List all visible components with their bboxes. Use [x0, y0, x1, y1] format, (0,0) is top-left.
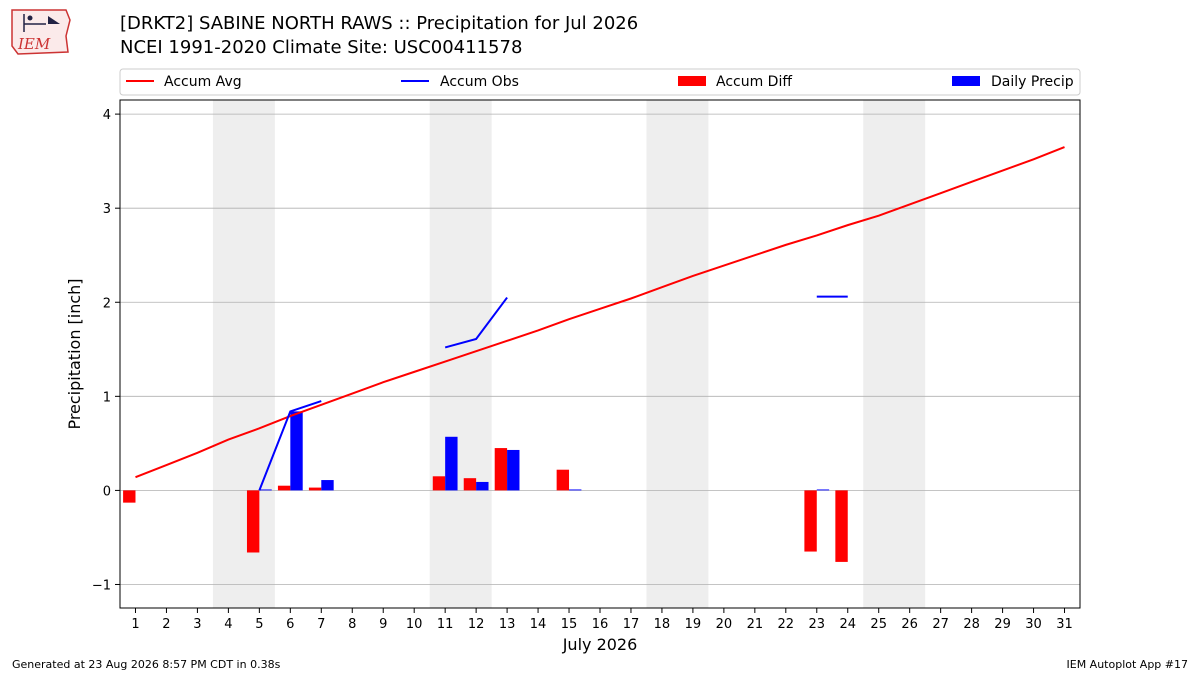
accum-avg-line: [135, 146, 1065, 479]
accum-obs-line: [258, 400, 322, 491]
x-tick-label: 21: [747, 617, 764, 632]
chart-title: [DRKT2] SABINE NORTH RAWS :: Precipitati…: [120, 13, 639, 34]
legend-swatch: [678, 76, 706, 86]
x-tick-label: 14: [530, 617, 547, 632]
app-note: IEM Autoplot App #17: [1066, 658, 1189, 671]
accum-obs-line: [444, 296, 508, 349]
y-tick-label: 1: [103, 390, 111, 405]
legend-label: Accum Avg: [164, 74, 242, 90]
x-tick-label: 9: [379, 617, 387, 632]
y-tick-label: 2: [103, 296, 111, 311]
x-tick-label: 18: [654, 617, 671, 632]
x-tick-label: 30: [1025, 617, 1042, 632]
accum-diff-bar: [835, 490, 848, 562]
x-tick-label: 8: [348, 617, 356, 632]
weekend-band: [646, 100, 709, 608]
y-tick-label: −1: [92, 578, 111, 593]
x-tick-label: 12: [468, 617, 485, 632]
weekend-band: [863, 100, 926, 608]
legend-label: Accum Obs: [440, 74, 519, 90]
daily-precip-bar: [445, 436, 458, 491]
x-tick-label: 22: [778, 617, 795, 632]
x-tick-label: 27: [932, 617, 949, 632]
x-tick-label: 7: [317, 617, 325, 632]
chart-subtitle: NCEI 1991-2020 Climate Site: USC00411578: [120, 37, 523, 58]
x-tick-label: 26: [901, 617, 918, 632]
accum-diff-bar: [494, 448, 508, 491]
legend-label: Daily Precip: [991, 74, 1074, 90]
x-tick-label: 4: [224, 617, 232, 632]
x-tick-label: 6: [286, 617, 294, 632]
iem-logo: IEM: [8, 6, 72, 58]
x-axis-label: July 2026: [562, 635, 638, 654]
x-tick-label: 17: [623, 617, 640, 632]
logo-text: IEM: [17, 35, 51, 53]
accum-diff-bar: [308, 487, 322, 491]
x-tick-label: 28: [963, 617, 980, 632]
weekend-band: [212, 100, 275, 608]
plot-frame: [119, 99, 1081, 609]
daily-precip-bar: [507, 449, 520, 491]
x-tick-label: 23: [809, 617, 826, 632]
x-tick-label: 3: [193, 617, 201, 632]
x-tick-label: 19: [685, 617, 702, 632]
accum-diff-bar: [123, 490, 136, 503]
x-tick-label: 16: [592, 617, 609, 632]
x-tick-label: 29: [994, 617, 1011, 632]
generated-note: Generated at 23 Aug 2026 8:57 PM CDT in …: [12, 658, 281, 671]
x-tick-label: 15: [561, 617, 578, 632]
daily-precip-bar: [816, 489, 830, 491]
x-tick-label: 24: [839, 617, 856, 632]
x-tick-label: 10: [406, 617, 423, 632]
daily-precip-bar: [569, 489, 582, 491]
y-tick-label: 0: [103, 484, 111, 499]
accum-diff-bar: [246, 490, 260, 553]
x-tick-label: 5: [255, 617, 263, 632]
accum-diff-bar: [463, 478, 477, 491]
x-tick-label: 31: [1056, 617, 1073, 632]
daily-precip-bar: [321, 480, 334, 491]
daily-precip-bar: [476, 481, 489, 491]
x-tick-label: 13: [499, 617, 516, 632]
x-tick-label: 1: [131, 617, 139, 632]
x-tick-label: 20: [716, 617, 733, 632]
y-axis-label: Precipitation [inch]: [65, 278, 84, 429]
accum-diff-bar: [432, 476, 446, 491]
accum-diff-bar: [804, 490, 817, 552]
daily-precip-bar: [290, 411, 303, 491]
x-tick-label: 2: [162, 617, 170, 632]
weekend-band: [429, 100, 492, 608]
accum-diff-bar: [277, 485, 291, 491]
y-tick-label: 3: [103, 202, 111, 217]
daily-precip-bar: [259, 489, 272, 491]
legend-box: [119, 68, 1081, 96]
legend-swatch: [952, 76, 980, 86]
legend-label: Accum Diff: [716, 74, 792, 90]
x-tick-label: 11: [437, 617, 454, 632]
y-tick-label: 4: [103, 108, 111, 123]
accum-diff-bar: [556, 469, 570, 491]
x-tick-label: 25: [870, 617, 887, 632]
